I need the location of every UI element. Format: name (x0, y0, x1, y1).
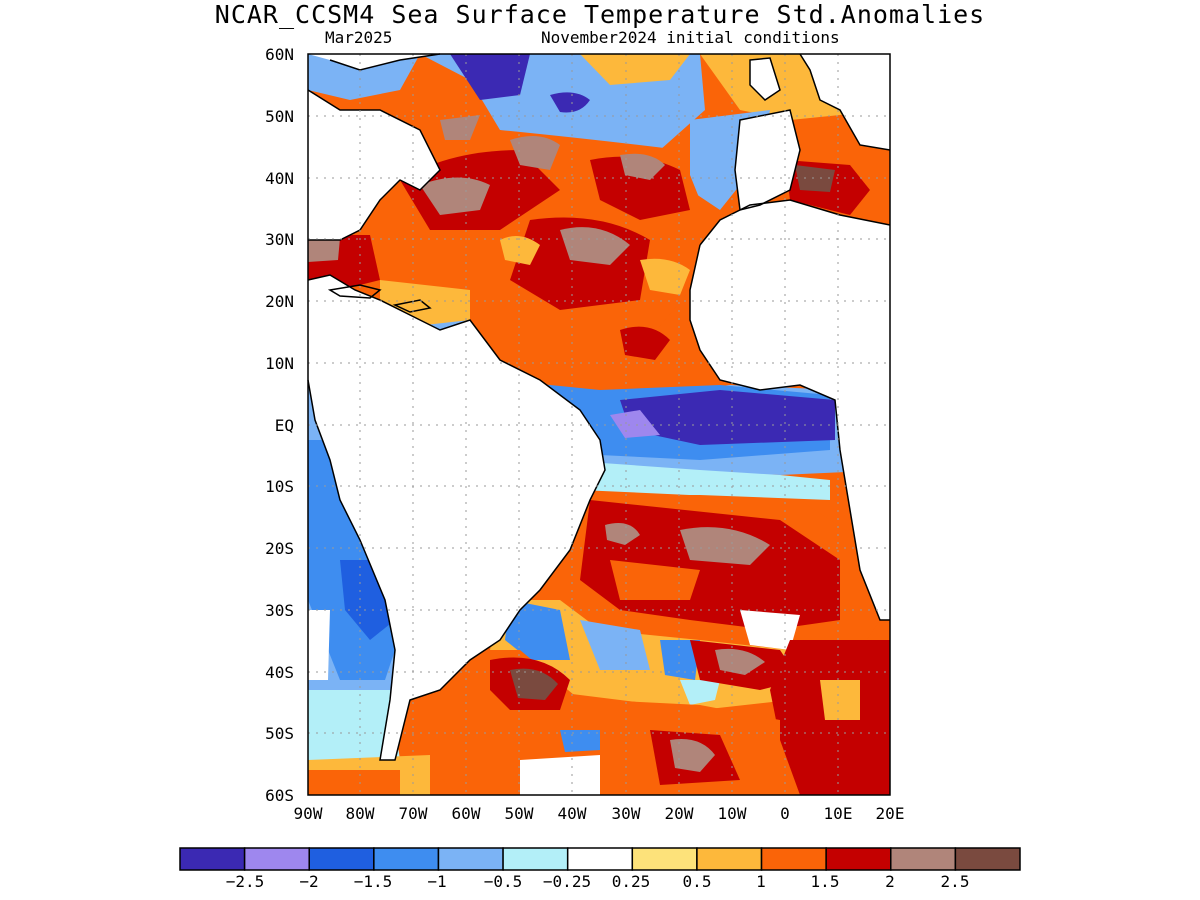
colorbar-swatch (308, 847, 375, 871)
anomaly-patch (620, 153, 665, 180)
anomaly-patch (610, 410, 660, 438)
colorbar-label: −2.5 (225, 872, 265, 891)
anomaly-patch (660, 640, 700, 680)
anomaly-patch (500, 236, 540, 265)
init-conditions-label: November2024 initial conditions (541, 28, 840, 47)
anomaly-patch (610, 560, 700, 600)
anomaly-patch (605, 522, 640, 545)
lon-label-0: 0 (780, 804, 790, 823)
colorbar-label: 2.5 (940, 872, 970, 891)
north-america-land (308, 54, 440, 240)
colorbar-swatch (502, 847, 569, 871)
colorbar-swatch (954, 847, 1021, 871)
colorbar-swatch (696, 847, 763, 871)
lon-label-80w: 80W (345, 804, 375, 823)
anomaly-patch (420, 177, 490, 215)
valid-month-label: Mar2025 (325, 28, 393, 47)
colorbar-label: −2 (299, 872, 319, 891)
colorbar-swatch (373, 847, 440, 871)
chart-title: NCAR_CCSM4 Sea Surface Temperature Std.A… (214, 0, 986, 29)
colorbar-label: 1.5 (810, 872, 840, 891)
europe-iberia-land (735, 110, 800, 210)
anomaly-patch (308, 54, 420, 100)
lat-label-30n: 30N (265, 230, 294, 249)
lat-label-60s: 60S (265, 786, 294, 805)
anomaly-patch (308, 238, 340, 262)
lat-label-10s: 10S (265, 477, 294, 496)
anomaly-patch (580, 54, 690, 85)
anomaly-patch (560, 730, 600, 752)
anomaly-patch (560, 227, 630, 265)
anomaly-patch (520, 755, 600, 795)
anomaly-patch (505, 600, 570, 660)
lat-label-50n: 50N (265, 107, 294, 126)
lon-label-90w: 90W (293, 804, 323, 823)
anomaly-patch (308, 690, 400, 765)
coastlines (307, 53, 891, 761)
lon-label-10e: 10E (823, 804, 853, 823)
lat-label-20n: 20N (265, 292, 294, 311)
colorbar-label: 1 (756, 872, 766, 891)
colorbar-swatch (760, 847, 827, 871)
anomaly-patch (620, 390, 835, 445)
south-america-land (308, 275, 605, 760)
colorbar-label: −1 (427, 872, 447, 891)
lon-label-30w: 30W (611, 804, 641, 823)
anomaly-patch (620, 326, 670, 360)
colorbar-swatch (437, 847, 504, 871)
lon-label-20e: 20E (875, 804, 905, 823)
lon-label-40w: 40W (557, 804, 587, 823)
anomaly-patch (795, 165, 835, 192)
anomaly-patch (590, 156, 690, 220)
colorbar-swatch (179, 847, 246, 871)
anomaly-patch (680, 527, 770, 565)
colorbar-label: 0.25 (611, 872, 651, 891)
lon-label-50w: 50W (504, 804, 534, 823)
anomaly-patch (740, 610, 800, 650)
colorbar-label: 2 (885, 872, 895, 891)
anomaly-patch (308, 610, 330, 680)
lat-label-50s: 50S (265, 724, 294, 743)
anomaly-patch (680, 680, 720, 705)
lat-label-60n: 60N (265, 45, 294, 64)
anomaly-patch (550, 92, 590, 113)
lat-label-40s: 40S (265, 663, 294, 682)
anomaly-patch (640, 258, 690, 295)
anomaly-patch (820, 680, 860, 720)
colorbar-label: 0.5 (682, 872, 712, 891)
lat-label-30s: 30S (265, 601, 294, 620)
sst-anomaly-field (308, 54, 890, 795)
colorbar-swatch (825, 847, 892, 871)
gridlines (308, 54, 890, 795)
anomaly-patch (560, 460, 830, 500)
colorbar-label: −1.5 (353, 872, 393, 891)
anomaly-patch (510, 668, 558, 700)
anomaly-patch (580, 620, 650, 670)
anomaly-patch (308, 770, 400, 795)
anomaly-patch (715, 648, 765, 675)
africa-land (690, 200, 890, 620)
colorbar-label: −0.5 (483, 872, 523, 891)
anomaly-patch (670, 739, 715, 772)
europe-land (800, 54, 890, 150)
colorbar-label: −0.25 (542, 872, 592, 891)
lat-label-20s: 20S (265, 539, 294, 558)
anomaly-patch (450, 54, 530, 100)
colorbar-swatch (566, 847, 634, 871)
anomaly-patch (440, 115, 480, 140)
colorbar (179, 847, 1021, 871)
anomaly-patch (510, 136, 560, 170)
colorbar-swatch (243, 847, 310, 871)
lon-label-10w: 10W (717, 804, 747, 823)
lon-label-20w: 20W (664, 804, 694, 823)
colorbar-swatch (631, 847, 698, 871)
lon-label-60w: 60W (451, 804, 481, 823)
lat-label-10n: 10N (265, 354, 294, 373)
lat-label-eq: EQ (274, 416, 294, 435)
colorbar-swatch (890, 847, 957, 871)
lat-label-40n: 40N (265, 169, 294, 188)
lon-label-70w: 70W (398, 804, 428, 823)
map-frame (307, 53, 891, 796)
